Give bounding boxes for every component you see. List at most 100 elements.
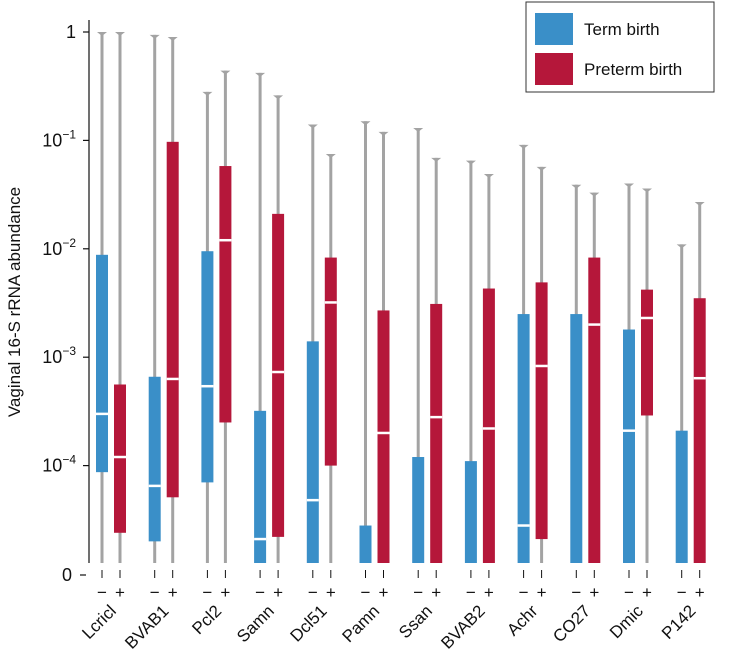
whisker-cap: [571, 184, 582, 189]
category-label: BVAB1: [121, 601, 172, 652]
term-box-ssan: [412, 128, 425, 563]
term-sign-label: −: [466, 583, 476, 602]
category-label: Lcricl: [78, 601, 119, 642]
whisker-cap: [202, 91, 213, 96]
y-tick-label: 1: [66, 22, 76, 42]
box-rect: [693, 298, 706, 563]
term-box-bvab1: [148, 34, 161, 563]
preterm-box-bvab1: [166, 36, 179, 563]
category-label: Pamn: [338, 601, 383, 646]
legend-swatch-preterm-birth: [535, 53, 573, 85]
whisker-cap: [536, 166, 547, 171]
preterm-box-samn: [272, 95, 285, 563]
legend-swatch-term-birth: [535, 13, 573, 45]
term-box-bvab2: [464, 160, 477, 563]
preterm-sign-label: +: [589, 583, 599, 602]
preterm-box-bvab2: [482, 173, 495, 563]
category-label: Dcl51: [286, 601, 330, 645]
category-label: Achr: [503, 601, 541, 639]
box-rect: [306, 341, 319, 563]
term-box-achr: [517, 144, 530, 563]
whisker-cap: [325, 153, 336, 158]
box-rect: [219, 166, 232, 423]
term-sign-label: −: [308, 583, 318, 602]
whisker-cap: [431, 157, 442, 162]
term-sign-label: −: [677, 583, 687, 602]
boxes: [96, 32, 706, 563]
box-rect: [675, 430, 688, 563]
box-rect: [96, 254, 108, 473]
preterm-sign-label: +: [695, 583, 705, 602]
y-tick-label: 10−1: [42, 127, 76, 150]
category-label: CO27: [549, 601, 594, 646]
term-box-samn: [254, 72, 267, 563]
whisker-cap: [255, 72, 266, 77]
preterm-box-dcl51: [324, 153, 337, 563]
box-rect: [324, 257, 337, 466]
y-tick-label: 10−3: [42, 344, 76, 367]
box-rect: [517, 314, 530, 563]
term-box-dmic: [623, 183, 635, 563]
box-rect: [148, 376, 161, 542]
term-sign-label: −: [571, 583, 581, 602]
category-label: Dmic: [606, 601, 647, 642]
box-rect: [201, 251, 214, 483]
whisker-cap: [676, 244, 687, 249]
term-box-lcricl: [96, 32, 108, 563]
preterm-sign-label: +: [431, 583, 441, 602]
box-rect: [377, 310, 390, 563]
preterm-sign-label: +: [273, 583, 283, 602]
preterm-box-achr: [535, 166, 548, 563]
whisker-cap: [413, 128, 424, 133]
legend: Term birth Preterm birth: [525, 1, 715, 93]
legend-label-preterm-birth: Preterm birth: [584, 60, 682, 79]
x-axis: − +Lcricl− +BVAB1− +Pcl2− +Samn− +Dcl51− +Pamn…: [78, 570, 705, 653]
preterm-box-pcl2: [219, 70, 232, 563]
preterm-box-dmic: [641, 188, 653, 563]
box-rect: [482, 288, 495, 563]
whisker-cap: [694, 202, 705, 207]
whisker-cap: [115, 32, 125, 36]
box-rect: [166, 141, 179, 498]
term-box-p142: [675, 244, 688, 563]
term-sign-label: −: [255, 583, 265, 602]
box-rect: [272, 213, 285, 537]
box-rect: [641, 289, 653, 416]
whisker-cap: [642, 188, 652, 193]
term-box-dcl51: [306, 124, 319, 563]
box-rect: [570, 314, 583, 563]
box-rect: [359, 525, 372, 563]
term-sign-label: −: [150, 583, 160, 602]
whisker-cap: [167, 36, 178, 41]
box-rect: [430, 303, 443, 563]
preterm-sign-label: +: [326, 583, 336, 602]
term-sign-label: −: [202, 583, 212, 602]
preterm-sign-label: +: [537, 583, 547, 602]
box-rect: [412, 457, 425, 563]
whisker-cap: [483, 173, 494, 178]
category-label: Samn: [233, 601, 278, 646]
preterm-box-p142: [693, 202, 706, 563]
y-tick-label: 10−4: [42, 453, 76, 476]
term-sign-label: −: [519, 583, 529, 602]
preterm-box-lcricl: [114, 32, 126, 563]
whisker-cap: [518, 144, 529, 149]
whisker-cap: [360, 121, 371, 126]
category-label: P142: [658, 601, 700, 643]
whisker-cap: [97, 32, 107, 36]
term-box-co27: [570, 184, 583, 563]
whisker-cap: [624, 183, 634, 188]
whisker-cap: [273, 95, 284, 100]
preterm-sign-label: +: [379, 583, 389, 602]
category-label: Pcl2: [188, 601, 225, 638]
term-box-pamn: [359, 121, 372, 563]
preterm-sign-label: +: [642, 583, 652, 602]
preterm-box-ssan: [430, 157, 443, 563]
term-sign-label: −: [361, 583, 371, 602]
y-axis: 1 10−1 10−2 10−3 10−4 0: [42, 20, 90, 585]
whisker-cap: [378, 131, 389, 136]
y-axis-label: Vaginal 16-S rRNA abundance: [5, 187, 24, 417]
whisker-cap: [465, 160, 476, 165]
whisker-cap: [589, 192, 600, 197]
